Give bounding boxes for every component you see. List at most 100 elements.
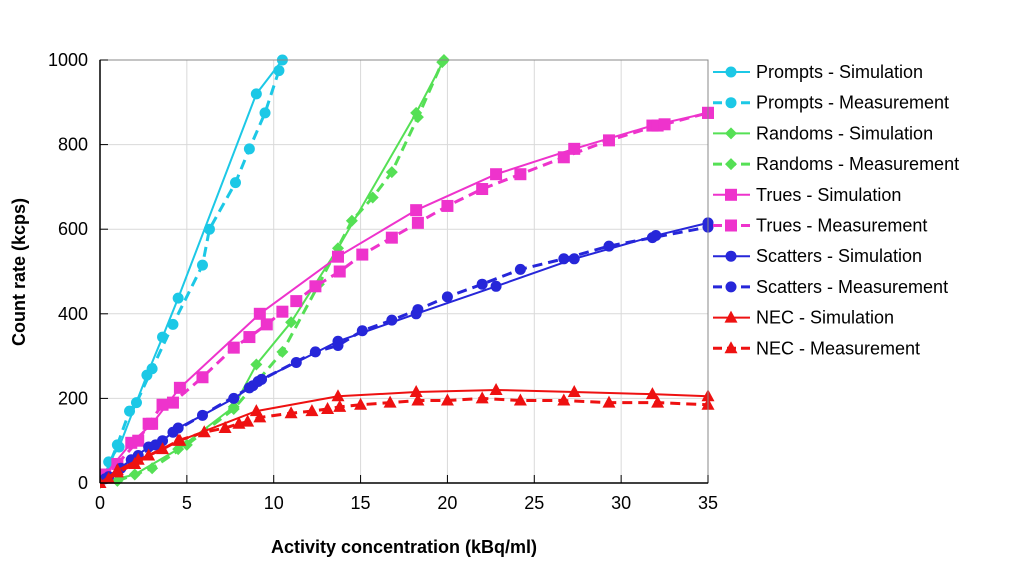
legend: Prompts - Simulation Prompts - Measuremen…	[713, 62, 959, 358]
y-tick-label: 800	[58, 135, 88, 155]
data-point	[142, 448, 156, 461]
data-point	[130, 397, 142, 409]
data-point	[567, 385, 581, 398]
data-point	[132, 434, 145, 447]
data-point	[651, 395, 665, 408]
data-point	[441, 199, 454, 212]
data-point	[558, 253, 570, 265]
data-point	[150, 439, 162, 451]
y-tick-label: 200	[58, 388, 88, 408]
x-axis-label: Activity concentration (kBq/ml)	[271, 537, 537, 557]
data-point	[490, 280, 502, 292]
series-nec-measurement	[102, 391, 715, 484]
data-point	[146, 462, 159, 475]
data-point	[568, 253, 580, 265]
legend-marker	[724, 341, 738, 354]
x-tick-label: 15	[351, 493, 371, 513]
axes: 0 5 10 15 20 25 30 35 0 200 400 600 800 1000	[48, 50, 718, 513]
data-point	[110, 465, 124, 478]
legend-entry: NEC - Measurement	[713, 338, 920, 358]
series-prompts-simulation	[103, 54, 288, 468]
data-point	[333, 265, 346, 278]
plot-border	[99, 59, 709, 484]
data-point	[646, 232, 658, 244]
legend-entry: Trues - Measurement	[713, 216, 927, 236]
legend-marker	[725, 97, 737, 109]
y-tick-label: 1000	[48, 50, 88, 70]
data-point	[411, 111, 424, 124]
data-point	[514, 168, 527, 181]
legend-marker	[725, 219, 737, 232]
data-point	[410, 204, 423, 217]
legend-label: Trues - Measurement	[756, 216, 927, 236]
data-point	[354, 397, 368, 410]
y-axis-label: Count rate (kcps)	[9, 198, 29, 346]
data-point	[111, 474, 124, 487]
legend-marker	[724, 310, 738, 323]
data-point	[273, 65, 285, 77]
data-point	[172, 292, 184, 304]
data-point	[385, 231, 398, 244]
x-tick-label: 5	[182, 493, 192, 513]
legend-marker	[725, 250, 737, 262]
series-line	[104, 111, 709, 476]
y-tick-label: 0	[78, 473, 88, 493]
data-point	[309, 346, 321, 358]
data-point	[489, 382, 503, 395]
series-line	[103, 70, 281, 476]
data-point	[321, 401, 335, 414]
data-point	[440, 393, 454, 406]
data-point	[309, 280, 322, 293]
legend-marker	[725, 188, 737, 201]
data-point	[203, 223, 215, 235]
legend-marker	[725, 66, 737, 78]
data-point	[166, 396, 179, 409]
x-tick-label: 0	[95, 493, 105, 513]
y-tick-label: 400	[58, 304, 88, 324]
data-point	[290, 295, 303, 308]
data-point	[557, 393, 571, 406]
data-point	[476, 278, 488, 290]
data-point	[490, 168, 503, 181]
series-line	[104, 225, 709, 481]
data-point	[218, 421, 232, 434]
data-point	[383, 395, 397, 408]
data-point	[252, 375, 264, 387]
series-line	[107, 396, 709, 480]
series-line	[108, 221, 709, 478]
data-point	[227, 402, 240, 415]
legend-entry: Prompts - Simulation	[713, 62, 923, 82]
data-point	[197, 425, 211, 438]
data-point	[124, 405, 136, 417]
x-tick-label: 35	[698, 493, 718, 513]
data-point	[356, 325, 368, 337]
data-point	[385, 166, 398, 179]
data-point	[513, 393, 527, 406]
data-point	[333, 399, 347, 412]
data-point	[436, 56, 449, 69]
data-point	[229, 177, 241, 189]
data-point	[250, 88, 262, 100]
data-point	[142, 417, 155, 430]
data-point	[411, 216, 424, 229]
plot-area	[100, 54, 715, 489]
legend-label: Scatters - Simulation	[756, 246, 922, 266]
data-point	[557, 151, 570, 164]
data-point	[331, 389, 345, 402]
data-point	[167, 318, 179, 330]
data-point	[128, 456, 142, 469]
x-tick-label: 20	[437, 493, 457, 513]
legend-entry: Randoms - Measurement	[713, 154, 959, 174]
data-point	[253, 410, 267, 423]
data-point	[146, 363, 158, 375]
data-point	[259, 107, 271, 119]
series-randoms-measurement	[111, 56, 449, 487]
y-tick-label: 600	[58, 219, 88, 239]
legend-marker	[725, 158, 737, 171]
data-point	[243, 143, 255, 155]
legend-label: Randoms - Measurement	[756, 154, 959, 174]
data-point	[284, 406, 298, 419]
legend-label: Prompts - Measurement	[756, 93, 949, 113]
data-point	[332, 340, 344, 352]
data-point	[386, 314, 398, 326]
